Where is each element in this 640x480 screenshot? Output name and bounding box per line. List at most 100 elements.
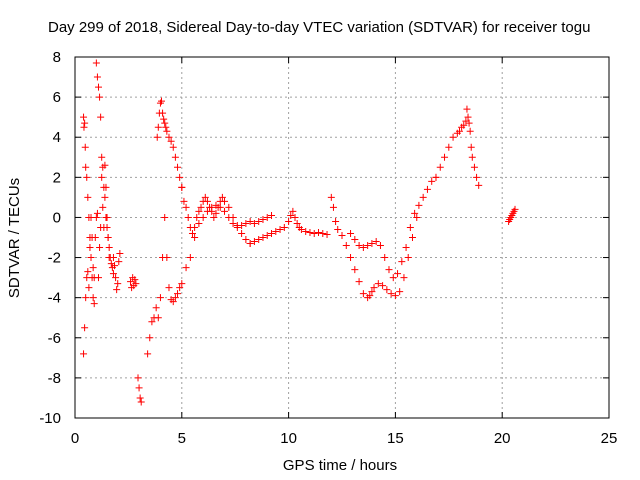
chart-title: Day 299 of 2018, Sidereal Day-to-day VTE… — [48, 19, 590, 36]
data-point — [197, 203, 205, 211]
data-point — [86, 234, 94, 241]
data-point — [394, 270, 402, 278]
data-point — [408, 234, 416, 241]
data-point — [154, 123, 162, 131]
data-point — [191, 234, 199, 241]
data-point — [137, 398, 145, 406]
data-point — [238, 229, 246, 237]
data-point — [464, 113, 472, 121]
data-point — [310, 229, 318, 237]
data-point — [351, 266, 359, 274]
data-point — [432, 173, 440, 181]
y-tick-label: -4 — [48, 290, 61, 307]
data-point — [355, 278, 363, 286]
data-point — [329, 203, 337, 211]
data-point — [259, 215, 267, 223]
data-point — [441, 153, 449, 161]
data-point — [165, 133, 173, 141]
data-point — [178, 280, 186, 288]
data-point — [402, 244, 410, 252]
data-point — [218, 193, 226, 201]
data-point — [368, 288, 376, 296]
data-point — [169, 143, 177, 151]
data-point — [221, 207, 229, 215]
data-point — [87, 254, 95, 262]
data-point — [174, 163, 182, 171]
data-point — [389, 274, 397, 282]
data-point — [406, 223, 414, 231]
data-point — [366, 292, 374, 300]
data-point — [364, 242, 372, 250]
data-point — [144, 350, 152, 358]
series-upper-mid — [233, 211, 276, 231]
series-lower-branch — [154, 201, 237, 322]
data-point — [242, 236, 250, 244]
data-point — [436, 163, 444, 171]
data-point — [242, 219, 250, 227]
data-point — [212, 209, 220, 217]
data-point — [411, 209, 419, 217]
data-point — [225, 203, 233, 211]
data-point — [85, 284, 93, 292]
data-point — [186, 254, 194, 262]
data-point — [250, 238, 258, 246]
data-point — [97, 113, 105, 121]
data-point — [178, 183, 186, 191]
data-point — [135, 384, 143, 392]
data-point — [467, 143, 475, 151]
data-point — [195, 219, 203, 227]
data-point — [167, 137, 175, 145]
data-point — [94, 274, 102, 282]
x-tick-label: 10 — [280, 430, 297, 447]
data-point — [280, 223, 288, 231]
data-point — [332, 217, 340, 225]
x-tick-label: 15 — [387, 430, 404, 447]
data-point — [188, 229, 196, 237]
data-point — [342, 242, 350, 250]
data-point — [347, 254, 355, 262]
data-point — [81, 119, 89, 127]
data-point — [165, 284, 173, 292]
x-tick-label: 5 — [178, 430, 186, 447]
data-point — [92, 59, 100, 67]
data-point — [473, 173, 481, 181]
data-point — [255, 217, 263, 225]
data-point — [152, 304, 160, 312]
data-point — [195, 207, 203, 215]
data-point — [413, 213, 421, 221]
data-point — [93, 73, 101, 81]
data-point — [80, 123, 88, 131]
data-point — [246, 217, 254, 225]
series-early-spikes-b — [80, 59, 113, 308]
data-point — [80, 350, 88, 358]
data-point — [419, 193, 427, 201]
data-point — [163, 254, 171, 262]
data-point — [191, 223, 199, 231]
data-point — [81, 324, 89, 332]
data-point — [84, 193, 92, 201]
data-point — [259, 234, 267, 241]
data-point — [101, 161, 109, 169]
data-point — [180, 197, 188, 205]
series-evening-peak — [432, 105, 483, 189]
data-point — [146, 334, 154, 342]
data-point — [306, 228, 314, 236]
data-point — [216, 203, 224, 211]
series-mid-day — [246, 207, 331, 248]
data-point — [225, 213, 233, 221]
data-point — [460, 121, 468, 129]
data-point — [255, 236, 263, 244]
data-point — [169, 298, 177, 306]
data-point — [93, 209, 101, 217]
x-tick-label: 0 — [71, 430, 79, 447]
data-point — [159, 109, 167, 117]
data-point — [319, 229, 327, 237]
y-tick-label: -8 — [48, 370, 61, 387]
data-point — [82, 163, 90, 171]
data-point — [263, 231, 271, 239]
x-tick-label: 25 — [601, 430, 618, 447]
data-point — [511, 205, 519, 213]
data-point — [201, 193, 209, 201]
data-point — [158, 97, 166, 105]
